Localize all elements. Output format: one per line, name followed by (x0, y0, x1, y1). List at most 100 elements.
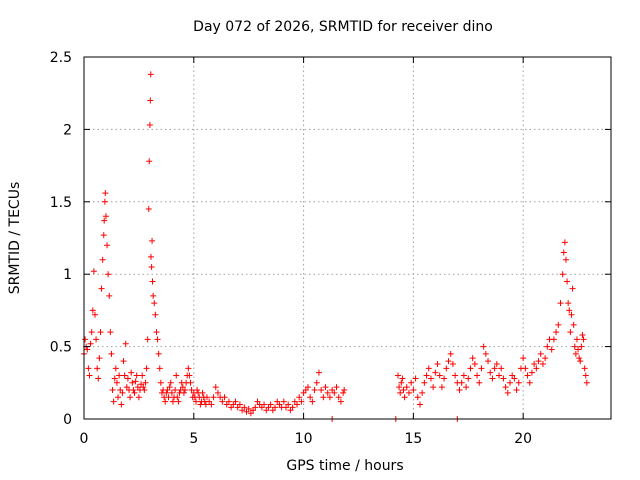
data-point (192, 398, 199, 405)
data-point (142, 379, 149, 386)
data-point (241, 404, 248, 411)
data-point (128, 369, 135, 376)
data-point (133, 372, 140, 379)
data-point (182, 387, 189, 394)
data-point (476, 379, 483, 386)
data-point (168, 389, 175, 396)
data-point (89, 307, 96, 314)
data-point (95, 375, 102, 382)
data-point (555, 321, 562, 328)
data-point (208, 401, 215, 408)
data-point (542, 355, 549, 362)
data-point (447, 350, 454, 357)
data-point (113, 379, 120, 386)
data-point (214, 389, 221, 396)
data-point (515, 379, 522, 386)
y-tick-label: 2 (63, 122, 72, 138)
data-point (398, 379, 405, 386)
data-point (571, 343, 578, 350)
data-point (245, 405, 252, 412)
data-point (116, 372, 123, 379)
data-point (582, 372, 589, 379)
data-point (147, 97, 154, 104)
data-point (434, 360, 441, 367)
y-tick-label: 1.5 (50, 195, 72, 211)
data-point (425, 365, 432, 372)
data-point (101, 217, 108, 224)
data-point (261, 401, 268, 408)
data-point (324, 389, 331, 396)
data-point (180, 389, 187, 396)
data-point (401, 394, 408, 401)
data-point (135, 394, 142, 401)
data-point (524, 372, 531, 379)
data-point (539, 360, 546, 367)
data-point (185, 365, 192, 372)
data-point (443, 365, 450, 372)
data-point (458, 379, 465, 386)
data-point (578, 343, 585, 350)
data-point (408, 379, 415, 386)
data-point (562, 256, 569, 263)
data-point (175, 398, 182, 405)
data-point (101, 198, 108, 205)
data-point (105, 271, 112, 278)
data-point (107, 329, 114, 336)
data-point (203, 394, 210, 401)
data-point (410, 387, 417, 394)
data-point (121, 372, 128, 379)
data-point (141, 387, 148, 394)
data-point (293, 401, 300, 408)
data-point (130, 387, 137, 394)
data-point (419, 389, 426, 396)
data-point (304, 384, 311, 391)
data-point (166, 384, 173, 391)
data-point (570, 321, 577, 328)
data-points (81, 71, 590, 422)
data-point (520, 355, 527, 362)
data-point (528, 369, 535, 376)
data-point (104, 242, 111, 249)
data-point (155, 350, 162, 357)
data-point (560, 249, 567, 256)
data-point (326, 394, 333, 401)
data-point (148, 263, 155, 270)
data-point (531, 360, 538, 367)
data-point (480, 343, 487, 350)
axis-ticks: 0 0.5 1 1.5 2 2.5 0 5 10 15 20 (50, 50, 611, 447)
data-point (405, 389, 412, 396)
data-point (219, 398, 226, 405)
data-point (187, 379, 194, 386)
data-point (557, 300, 564, 307)
data-point (87, 340, 94, 347)
data-point (96, 355, 103, 362)
data-point (579, 332, 586, 339)
data-point (146, 158, 153, 165)
data-point (559, 271, 566, 278)
data-point (438, 384, 445, 391)
data-point (337, 398, 344, 405)
y-tick-label: 0 (63, 412, 72, 428)
y-tick-label: 0.5 (50, 340, 72, 356)
data-point (212, 384, 219, 391)
data-point (156, 365, 163, 372)
data-point (186, 372, 193, 379)
data-point (146, 122, 153, 129)
data-point (147, 253, 154, 260)
data-point (535, 358, 542, 365)
data-point (225, 398, 232, 405)
data-point (88, 329, 95, 336)
data-point (153, 329, 160, 336)
x-tick-label: 20 (514, 431, 532, 447)
data-point (500, 375, 507, 382)
data-point (149, 278, 156, 285)
data-point (236, 401, 243, 408)
data-point (572, 350, 579, 357)
x-tick-label: 5 (189, 431, 198, 447)
data-point (143, 365, 150, 372)
data-point (456, 387, 463, 394)
data-point (576, 355, 583, 362)
data-point (569, 285, 576, 292)
data-point (396, 384, 403, 391)
x-tick-label: 10 (295, 431, 313, 447)
